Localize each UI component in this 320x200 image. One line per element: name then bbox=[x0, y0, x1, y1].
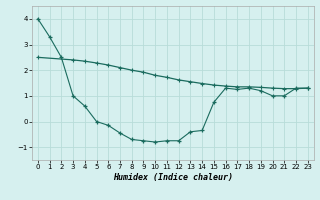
X-axis label: Humidex (Indice chaleur): Humidex (Indice chaleur) bbox=[113, 173, 233, 182]
